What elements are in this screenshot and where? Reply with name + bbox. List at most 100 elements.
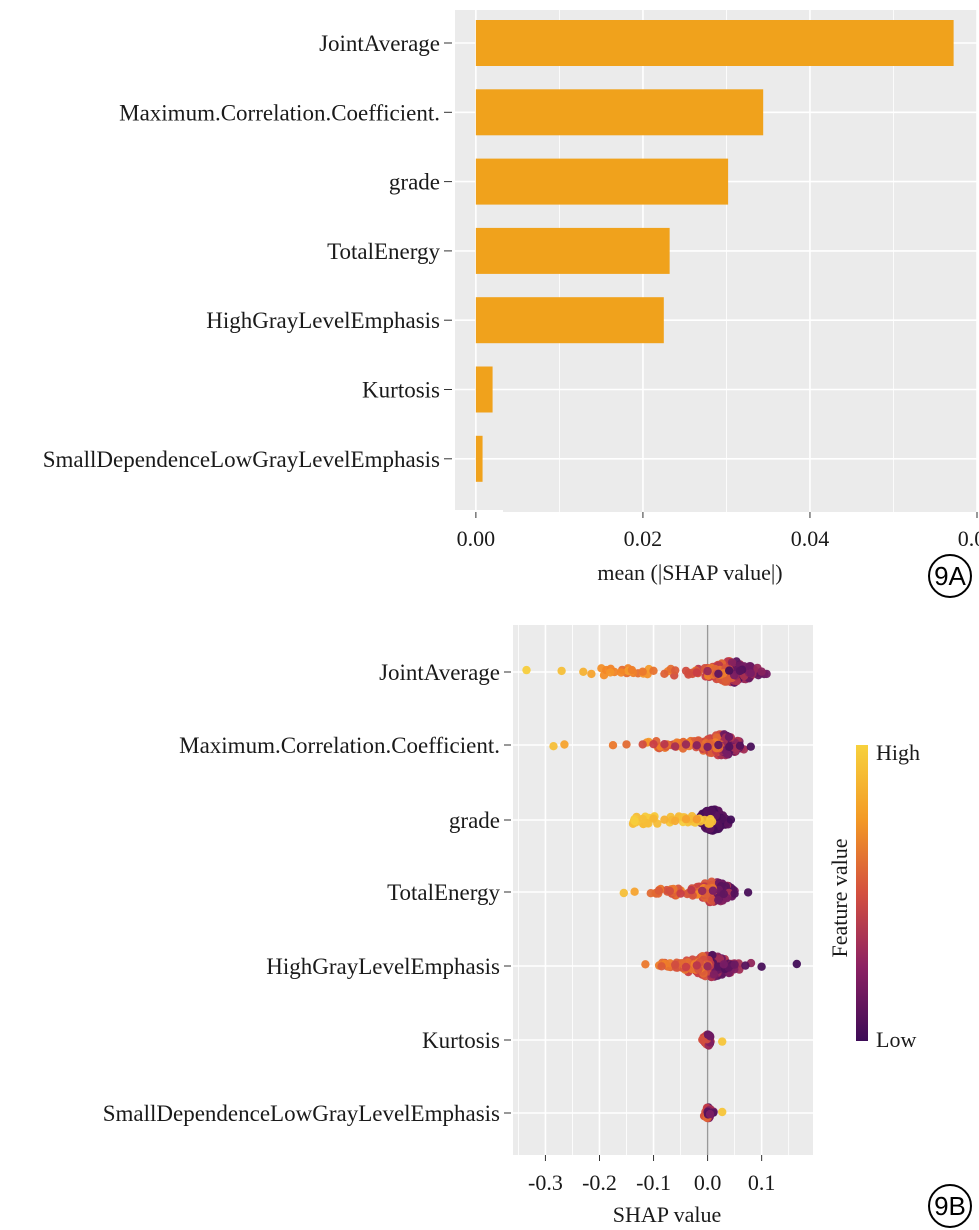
panel-9b: JointAverage Maximum.Correlation.Coeffici… bbox=[103, 625, 972, 1228]
category-label: Kurtosis bbox=[362, 378, 440, 403]
shap-point bbox=[703, 666, 712, 676]
shap-point bbox=[718, 1037, 727, 1046]
shap-point bbox=[646, 889, 655, 898]
shap-point bbox=[743, 888, 753, 897]
shap-point bbox=[692, 668, 701, 677]
shap-point bbox=[718, 1107, 727, 1117]
shap-point bbox=[721, 675, 731, 685]
shap-point bbox=[746, 742, 755, 751]
category-label: Maximum.Correlation.Coefficient. bbox=[119, 100, 440, 125]
color-legend: High Low Feature value bbox=[827, 740, 920, 1052]
x-tick-label: -0.1 bbox=[636, 1170, 671, 1195]
shap-point bbox=[692, 961, 701, 970]
legend-color-bar bbox=[856, 745, 868, 1041]
shap-point bbox=[692, 741, 701, 750]
shap-point bbox=[714, 895, 723, 905]
shap-point bbox=[638, 667, 647, 676]
x-tick-label: -0.2 bbox=[582, 1170, 617, 1195]
shap-point bbox=[708, 895, 717, 905]
bar-Maximum.Correlation.Coefficient. bbox=[475, 89, 764, 136]
shap-point bbox=[725, 742, 734, 751]
shap-point bbox=[560, 740, 569, 749]
shap-point bbox=[681, 962, 691, 972]
shap-point bbox=[705, 819, 715, 828]
shap-point bbox=[641, 960, 650, 969]
legend-title: Feature value bbox=[827, 838, 852, 957]
bar-HighGrayLevelEmphasis bbox=[475, 297, 664, 344]
shap-point bbox=[709, 970, 719, 979]
panel-9a: JointAverage Maximum.Correlation.Coeffici… bbox=[43, 10, 979, 598]
shap-point bbox=[705, 1109, 715, 1119]
shap-point bbox=[616, 668, 626, 677]
shap-point bbox=[606, 668, 615, 677]
shap-point bbox=[638, 814, 647, 824]
shap-point bbox=[692, 815, 701, 824]
shap-point bbox=[726, 815, 736, 824]
shap-point bbox=[698, 886, 707, 896]
x-tick-label: 0.06 bbox=[958, 526, 979, 551]
shap-point bbox=[630, 887, 639, 896]
shap-point bbox=[660, 815, 669, 824]
shap-point bbox=[714, 740, 723, 750]
shap-point bbox=[730, 960, 739, 969]
shap-point bbox=[707, 806, 716, 816]
bar-grade bbox=[475, 158, 729, 205]
shap-point bbox=[608, 741, 618, 750]
shap-point bbox=[649, 740, 658, 749]
shap-point bbox=[681, 740, 691, 749]
x-tick-label: 0.0 bbox=[694, 1170, 722, 1195]
shap-point bbox=[638, 740, 647, 749]
shap-point bbox=[657, 962, 666, 971]
shap-point bbox=[714, 669, 723, 678]
shap-point bbox=[792, 959, 801, 969]
category-label: SmallDependenceLowGrayLevelEmphasis bbox=[103, 1101, 500, 1126]
shap-point bbox=[587, 669, 596, 679]
shap-point bbox=[746, 669, 755, 678]
bar-SmallDependenceLowGrayLevelEmphasis bbox=[475, 435, 483, 482]
shap-point bbox=[649, 814, 658, 823]
shap-point bbox=[735, 741, 745, 750]
shap-point bbox=[522, 665, 531, 675]
shap-point bbox=[724, 732, 734, 742]
x-tick-label: 0.04 bbox=[791, 526, 830, 551]
bar-Kurtosis bbox=[475, 366, 493, 413]
shap-point bbox=[660, 669, 669, 678]
shap-point bbox=[671, 960, 680, 969]
x-tick-label: 0.02 bbox=[624, 526, 663, 551]
panel-a-x-ticks: 0.00 0.02 0.04 0.06 bbox=[457, 512, 979, 551]
shap-point bbox=[665, 886, 674, 896]
shap-point bbox=[706, 1032, 715, 1041]
x-tick-label: 0.00 bbox=[457, 526, 496, 551]
shap-point bbox=[745, 662, 754, 671]
panel-a-label: 9A bbox=[934, 561, 966, 591]
panel-b-category-labels: JointAverage Maximum.Correlation.Coeffici… bbox=[103, 660, 511, 1126]
shap-point bbox=[671, 666, 680, 675]
category-label: grade bbox=[389, 170, 440, 195]
shap-point bbox=[671, 742, 680, 751]
shap-point bbox=[757, 667, 766, 676]
shap-point bbox=[557, 666, 566, 676]
shap-point bbox=[627, 665, 637, 675]
panel-a-gap bbox=[455, 510, 503, 513]
category-label: HighGrayLevelEmphasis bbox=[266, 954, 500, 979]
panel-b-points bbox=[522, 657, 801, 1123]
category-label: JointAverage bbox=[319, 31, 440, 56]
shap-point bbox=[687, 885, 696, 895]
legend-high-label: High bbox=[876, 740, 920, 765]
shap-point bbox=[725, 666, 734, 675]
shap-point bbox=[649, 666, 658, 675]
panel-b-label-badge: 9B bbox=[928, 1184, 972, 1228]
shap-point bbox=[757, 962, 766, 971]
shap-point bbox=[703, 742, 712, 752]
shap-point bbox=[654, 886, 664, 895]
panel-b-x-axis-title: SHAP value bbox=[613, 1202, 722, 1227]
bar-JointAverage bbox=[475, 20, 954, 66]
panel-b-x-ticks: -0.3 -0.2 -0.1 0.0 0.1 bbox=[528, 1155, 775, 1195]
shap-point bbox=[630, 816, 639, 826]
shap-point bbox=[727, 658, 737, 667]
shap-point bbox=[719, 889, 728, 899]
shap-point bbox=[735, 666, 745, 676]
panel-a-x-axis-title: mean (|SHAP value|) bbox=[597, 560, 782, 585]
shap-point bbox=[698, 1035, 707, 1044]
